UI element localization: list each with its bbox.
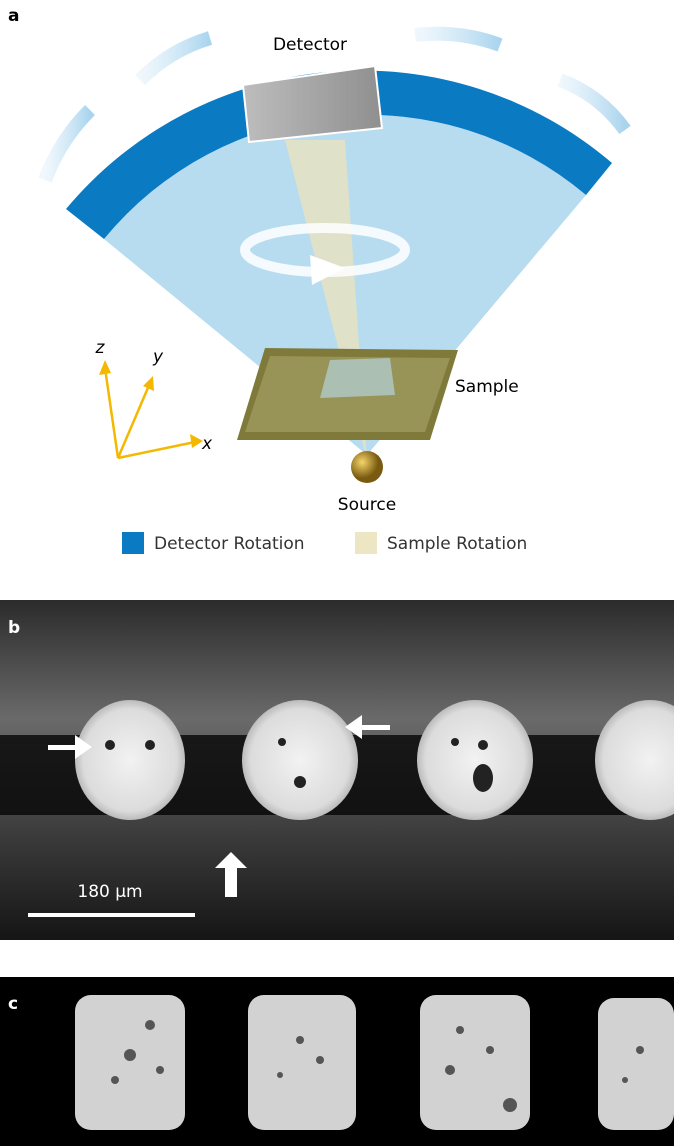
scale-label: 180 µm [77, 882, 142, 902]
source-label: Source [338, 495, 396, 515]
panel-a: a Detector Sample Source z y x Detector … [8, 6, 625, 554]
axes-icon [99, 360, 203, 458]
legend-swatch [355, 532, 377, 554]
solder-ball [75, 700, 185, 820]
source [351, 451, 383, 483]
axis-z: z [95, 338, 106, 358]
panel-label: a [8, 6, 19, 26]
solder-pad [598, 998, 674, 1130]
axis-x: x [201, 434, 213, 454]
panel-label: b [8, 618, 20, 638]
solder-ball [242, 700, 358, 820]
panel-c: c [0, 977, 674, 1146]
solder-pad [248, 995, 356, 1130]
sample-label: Sample [455, 377, 519, 397]
panel-label: c [8, 994, 18, 1014]
panel-b: 180 µm b [0, 600, 674, 940]
legend-swatch [122, 532, 144, 554]
legend-label: Detector Rotation [154, 534, 305, 554]
detector-label: Detector [273, 35, 347, 55]
rotation-arrow [45, 110, 90, 180]
axis-y: y [152, 347, 164, 367]
rotation-arrow [560, 80, 625, 130]
solder-pad [75, 995, 185, 1130]
detector [243, 66, 382, 142]
rotation-arrow [415, 34, 500, 45]
figure: a Detector Sample Source z y x Detector … [0, 0, 674, 1146]
rotation-arrow [140, 38, 210, 80]
solder-ball [417, 700, 533, 820]
sample-die [320, 358, 395, 398]
legend-label: Sample Rotation [387, 534, 527, 554]
